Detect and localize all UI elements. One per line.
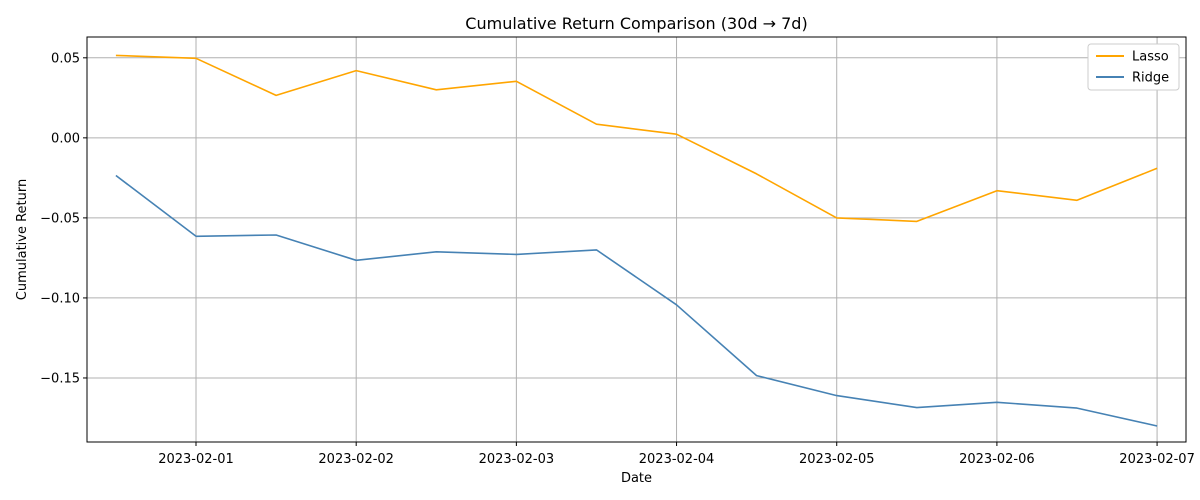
x-tick-label: 2023-02-03 xyxy=(479,452,555,467)
x-axis: 2023-02-01 2023-02-02 2023-02-03 2023-02-04… xyxy=(158,442,1195,467)
series-line-ridge xyxy=(115,174,1158,427)
y-axis: 0.05 0.00 −0.05 −0.10 −0.15 xyxy=(40,51,87,386)
x-tick-label: 2023-02-04 xyxy=(639,452,715,467)
legend-label-ridge: Ridge xyxy=(1132,71,1169,86)
y-tick-label: −0.15 xyxy=(40,371,80,386)
series-line-lasso xyxy=(115,54,1158,223)
y-tick-label: 0.00 xyxy=(51,131,80,146)
legend: Lasso Ridge xyxy=(1087,43,1180,91)
legend-label-lasso: Lasso xyxy=(1132,50,1169,65)
chart-title: Cumulative Return Comparison (30d → 7d) xyxy=(465,14,807,33)
plot-area-frame xyxy=(86,36,1187,443)
x-tick-label: 2023-02-05 xyxy=(799,452,875,467)
series-lines xyxy=(115,54,1158,427)
x-tick-label: 2023-02-01 xyxy=(158,452,234,467)
grid xyxy=(87,37,1186,442)
y-tick-label: −0.05 xyxy=(40,211,80,226)
y-tick-label: 0.05 xyxy=(51,51,80,66)
x-tick-label: 2023-02-07 xyxy=(1119,452,1195,467)
x-tick-label: 2023-02-02 xyxy=(318,452,394,467)
y-tick-label: −0.10 xyxy=(40,291,80,306)
x-tick-label: 2023-02-06 xyxy=(959,452,1035,467)
x-axis-label: Date xyxy=(621,471,652,486)
y-axis-label: Cumulative Return xyxy=(15,179,30,300)
